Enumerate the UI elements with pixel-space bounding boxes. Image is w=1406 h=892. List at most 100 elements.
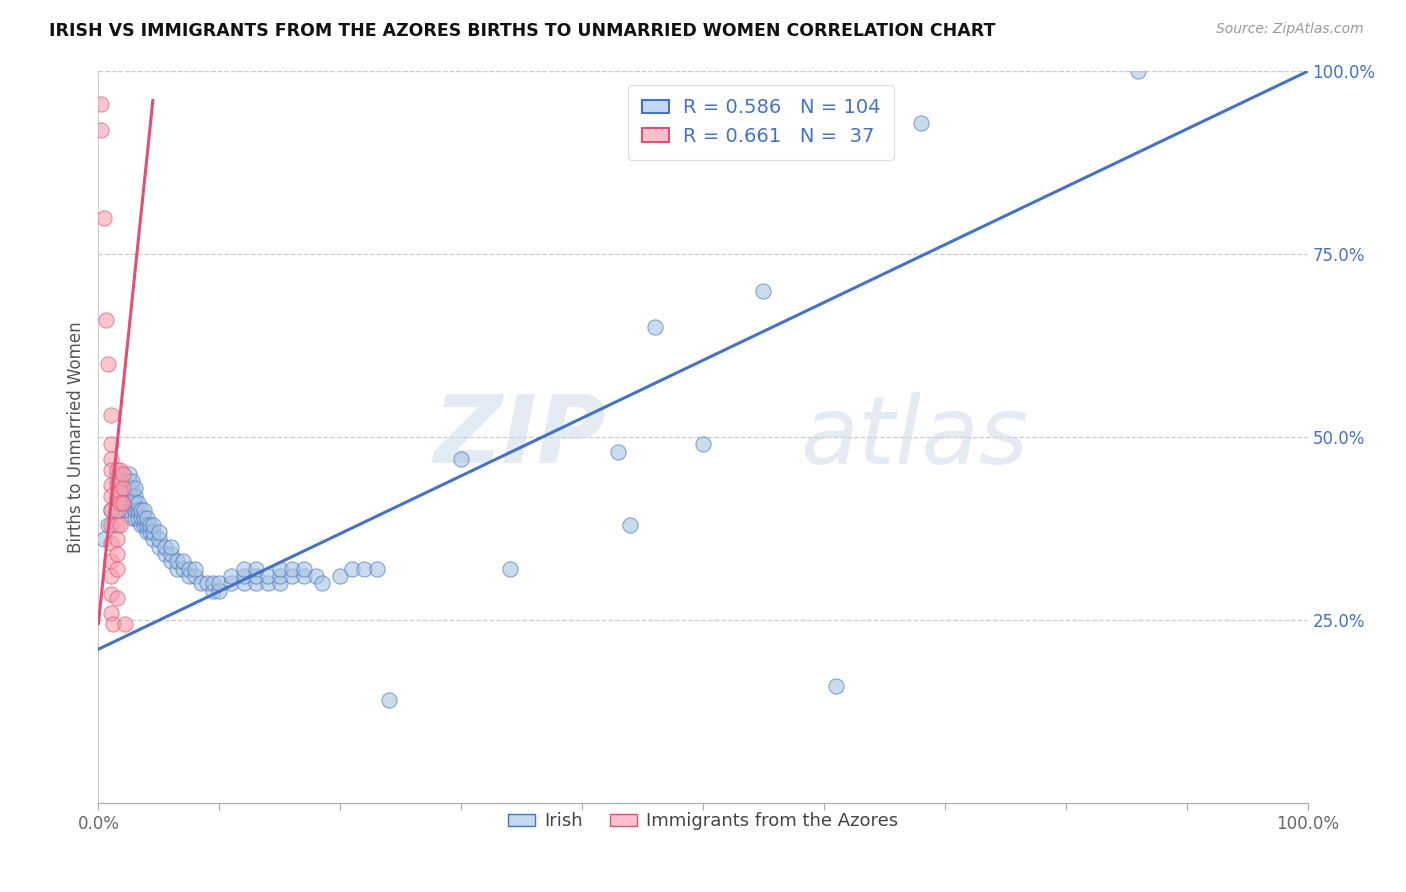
Point	[184, 562, 207, 576]
Point	[118, 474, 141, 488]
Point	[111, 467, 134, 481]
Point	[148, 525, 170, 540]
Point	[129, 503, 152, 517]
Point	[108, 489, 131, 503]
Point	[105, 489, 128, 503]
Point	[179, 562, 201, 576]
Point	[114, 481, 136, 495]
Point	[153, 547, 176, 561]
Point	[100, 554, 122, 568]
Point	[160, 540, 183, 554]
Point	[105, 547, 128, 561]
Point	[342, 562, 364, 576]
Point	[118, 503, 141, 517]
Point	[94, 313, 117, 327]
Point	[111, 496, 134, 510]
Point	[195, 576, 218, 591]
Point	[166, 562, 188, 576]
Point	[93, 211, 115, 225]
Point	[135, 525, 157, 540]
Text: atlas: atlas	[800, 392, 1028, 483]
Point	[153, 540, 176, 554]
Point	[121, 510, 143, 524]
Point	[160, 554, 183, 568]
Point	[825, 679, 848, 693]
Point	[269, 562, 291, 576]
Point	[118, 481, 141, 495]
Point	[100, 587, 122, 601]
Point	[135, 517, 157, 532]
Text: ZIP: ZIP	[433, 391, 606, 483]
Point	[105, 591, 128, 605]
Point	[281, 569, 304, 583]
Point	[619, 517, 641, 532]
Point	[139, 517, 162, 532]
Point	[100, 536, 122, 550]
Point	[108, 474, 131, 488]
Point	[111, 496, 134, 510]
Point	[134, 517, 156, 532]
Point	[166, 554, 188, 568]
Point	[100, 408, 122, 422]
Point	[121, 481, 143, 495]
Point	[100, 489, 122, 503]
Point	[108, 503, 131, 517]
Point	[114, 503, 136, 517]
Point	[105, 562, 128, 576]
Point	[148, 533, 170, 547]
Point	[329, 569, 352, 583]
Point	[692, 437, 714, 451]
Point	[202, 576, 225, 591]
Point	[644, 320, 666, 334]
Point	[105, 477, 128, 491]
Point	[269, 576, 291, 591]
Point	[142, 517, 165, 532]
Point	[108, 517, 131, 532]
Point	[124, 503, 146, 517]
Point	[100, 517, 122, 532]
Point	[172, 554, 194, 568]
Point	[221, 569, 243, 583]
Point	[366, 562, 388, 576]
Point	[118, 489, 141, 503]
Point	[105, 533, 128, 547]
Point	[97, 517, 120, 532]
Point	[498, 562, 520, 576]
Point	[124, 496, 146, 510]
Text: IRISH VS IMMIGRANTS FROM THE AZORES BIRTHS TO UNMARRIED WOMEN CORRELATION CHART: IRISH VS IMMIGRANTS FROM THE AZORES BIRT…	[49, 22, 995, 40]
Point	[129, 510, 152, 524]
Point	[208, 583, 231, 598]
Point	[148, 540, 170, 554]
Point	[752, 284, 775, 298]
Point	[90, 123, 112, 137]
Point	[93, 533, 115, 547]
Point	[108, 485, 131, 500]
Point	[114, 489, 136, 503]
Point	[256, 576, 278, 591]
Point	[111, 481, 134, 495]
Point	[105, 467, 128, 481]
Point	[100, 503, 122, 517]
Point	[105, 517, 128, 532]
Point	[607, 444, 630, 458]
Point	[118, 496, 141, 510]
Point	[377, 693, 399, 707]
Point	[114, 616, 136, 631]
Y-axis label: Births to Unmarried Women: Births to Unmarried Women	[66, 321, 84, 553]
Point	[100, 606, 122, 620]
Point	[134, 510, 156, 524]
Point	[202, 583, 225, 598]
Point	[134, 503, 156, 517]
Point	[124, 510, 146, 524]
Point	[292, 562, 315, 576]
Point	[111, 467, 134, 481]
Point	[108, 474, 131, 488]
Point	[221, 576, 243, 591]
Point	[100, 463, 122, 477]
Point	[97, 357, 120, 371]
Point	[245, 562, 267, 576]
Point	[353, 562, 375, 576]
Point	[105, 503, 128, 517]
Point	[105, 474, 128, 488]
Point	[127, 510, 149, 524]
